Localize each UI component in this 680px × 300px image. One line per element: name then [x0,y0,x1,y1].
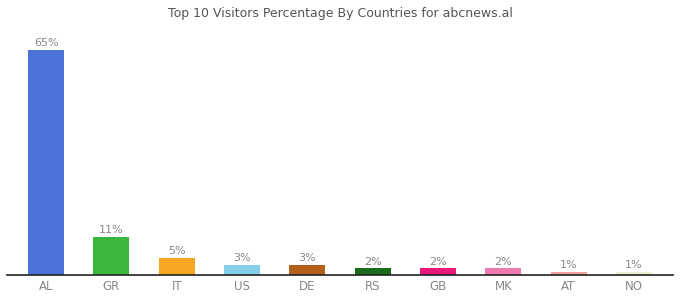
Bar [224,265,260,275]
Bar [355,268,390,275]
Text: 65%: 65% [34,38,58,48]
Text: 2%: 2% [494,256,512,266]
Bar [290,265,325,275]
Text: 1%: 1% [625,260,643,270]
Text: 1%: 1% [560,260,577,270]
Bar [93,237,129,275]
Bar [551,272,587,275]
Bar [158,258,194,275]
Text: 3%: 3% [233,253,251,263]
Text: 2%: 2% [429,256,447,266]
Bar [28,50,64,275]
Bar [616,272,652,275]
Bar [486,268,522,275]
Title: Top 10 Visitors Percentage By Countries for abcnews.al: Top 10 Visitors Percentage By Countries … [167,7,513,20]
Bar [420,268,456,275]
Text: 2%: 2% [364,256,381,266]
Text: 11%: 11% [99,225,124,235]
Text: 3%: 3% [299,253,316,263]
Text: 5%: 5% [168,246,186,256]
